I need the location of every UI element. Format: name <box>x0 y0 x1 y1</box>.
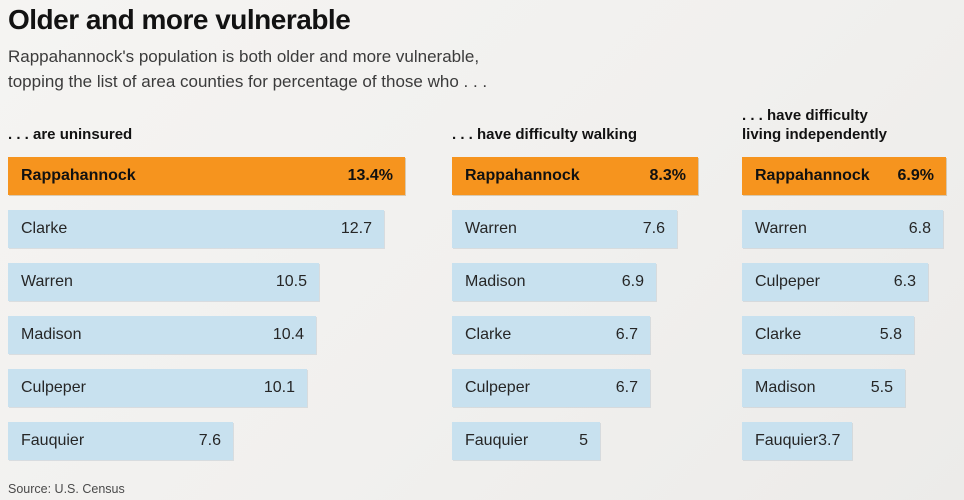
bar-value-label: 6.3 <box>893 273 916 290</box>
bar-warren: Warren 7.6 <box>452 210 677 248</box>
bar-category-label: Culpeper <box>465 379 530 396</box>
bar-culpeper: Culpeper 6.3 <box>742 263 928 301</box>
bar-value-label: 6.7 <box>615 326 638 343</box>
panel-title-line: living independently <box>742 126 888 143</box>
bar-clarke: Clarke 6.7 <box>452 316 650 354</box>
source-note: Source: U.S. Census <box>8 482 125 496</box>
bar-madison: Madison 5.5 <box>742 369 905 407</box>
bar-clarke: Clarke 5.8 <box>742 316 914 354</box>
bar-rappahannock: Rappahannock 6.9% <box>742 157 946 195</box>
bar-fauquier: Fauquier 3.7 <box>742 422 852 460</box>
bar-value-label: 5 <box>579 432 588 449</box>
bar-category-label: Clarke <box>21 220 68 237</box>
bar-madison: Madison 6.9 <box>452 263 656 301</box>
bar-category-label: Warren <box>755 220 807 237</box>
panel-difficulty-walking-bars: Rappahannock 8.3% Warren 7.6 Madison 6.9 Clark… <box>452 157 698 460</box>
bar-category-label: Rappahannock <box>21 167 136 184</box>
subtitle-line-2: topping the list of area counties for pe… <box>8 72 488 91</box>
bar-value-label: 7.6 <box>642 220 665 237</box>
page-title: Older and more vulnerable <box>8 4 351 35</box>
bar-value-label: 8.3% <box>649 167 686 184</box>
bar-category-label: Fauquier <box>755 432 819 449</box>
subtitle: Rappahannock's population is both older … <box>8 44 487 94</box>
bar-culpeper: Culpeper 10.1 <box>8 369 307 407</box>
bar-value-label: 6.9 <box>621 273 644 290</box>
bar-category-label: Madison <box>755 379 816 396</box>
bar-value-label: 6.7 <box>615 379 638 396</box>
panel-title-line: . . . are uninsured <box>8 126 133 143</box>
bar-value-label: 10.4 <box>272 326 304 343</box>
panel-living-independently-bars: Rappahannock 6.9% Warren 6.8 Culpeper 6.3 Clar… <box>742 157 946 460</box>
bar-value-label: 12.7 <box>340 220 372 237</box>
bar-clarke: Clarke 12.7 <box>8 210 384 248</box>
bar-warren: Warren 6.8 <box>742 210 943 248</box>
bar-category-label: Culpeper <box>21 379 86 396</box>
panel-uninsured-header: . . . are uninsured <box>8 100 405 144</box>
panel-title-line: . . . have difficulty walking <box>452 126 638 143</box>
panel-living-independently-header: . . . have difficulty living independentl… <box>742 100 946 144</box>
bar-fauquier: Fauquier 7.6 <box>8 422 233 460</box>
bar-category-label: Madison <box>21 326 82 343</box>
bar-category-label: Rappahannock <box>465 167 580 184</box>
bar-value-label: 6.8 <box>908 220 931 237</box>
panel-uninsured: . . . are uninsured Rappahannock 13.4% Cla… <box>8 100 405 475</box>
bar-value-label: 10.5 <box>275 273 307 290</box>
bar-value-label: 3.7 <box>818 432 841 449</box>
panel-title-line: . . . have difficulty <box>742 107 868 124</box>
bar-rappahannock: Rappahannock 13.4% <box>8 157 405 195</box>
bar-rappahannock: Rappahannock 8.3% <box>452 157 698 195</box>
bar-category-label: Fauquier <box>465 432 529 449</box>
bar-category-label: Clarke <box>755 326 802 343</box>
bar-value-label: 5.8 <box>879 326 902 343</box>
bar-warren: Warren 10.5 <box>8 263 319 301</box>
bar-category-label: Warren <box>465 220 517 237</box>
bar-category-label: Clarke <box>465 326 512 343</box>
panel-living-independently: . . . have difficulty living independentl… <box>742 100 946 475</box>
bar-culpeper: Culpeper 6.7 <box>452 369 650 407</box>
bar-madison: Madison 10.4 <box>8 316 316 354</box>
bar-category-label: Warren <box>21 273 73 290</box>
bar-category-label: Rappahannock <box>755 167 870 184</box>
bar-value-label: 7.6 <box>198 432 221 449</box>
bar-value-label: 6.9% <box>897 167 934 184</box>
bar-value-label: 13.4% <box>347 167 393 184</box>
bar-category-label: Madison <box>465 273 526 290</box>
panel-difficulty-walking: . . . have difficulty walking Rappahanno… <box>452 100 698 475</box>
panel-uninsured-bars: Rappahannock 13.4% Clarke 12.7 Warren 10.5 Mad… <box>8 157 405 460</box>
bar-value-label: 5.5 <box>870 379 893 396</box>
bar-category-label: Culpeper <box>755 273 820 290</box>
subtitle-line-1: Rappahannock's population is both older … <box>8 47 480 66</box>
bar-fauquier: Fauquier 5 <box>452 422 600 460</box>
panel-difficulty-walking-header: . . . have difficulty walking <box>452 100 698 144</box>
bar-category-label: Fauquier <box>21 432 85 449</box>
bar-value-label: 10.1 <box>263 379 295 396</box>
